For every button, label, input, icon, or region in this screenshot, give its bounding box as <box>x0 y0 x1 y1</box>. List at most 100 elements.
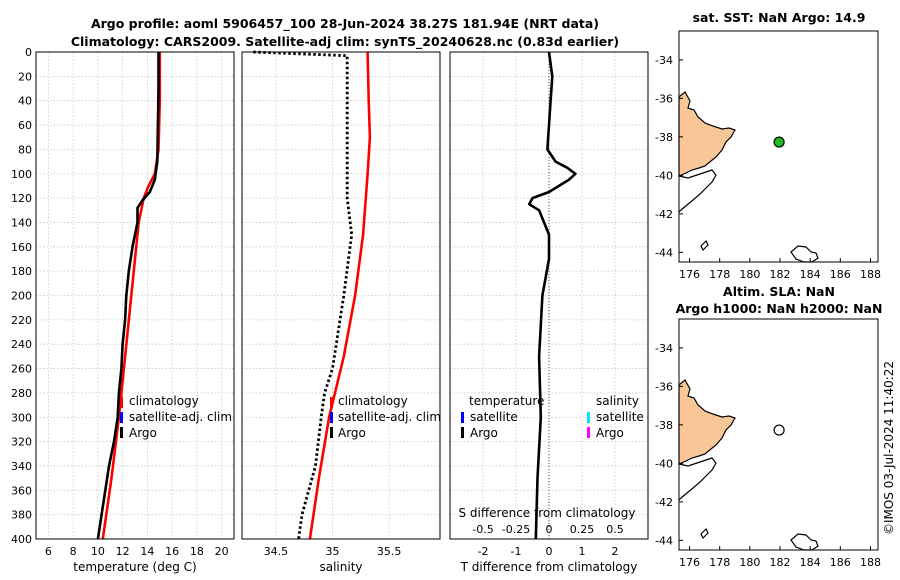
x2-tick-label: 0.5 <box>606 523 624 536</box>
salinity-legend: climatology satellite-adj. clim Argo <box>330 394 441 440</box>
salinity-panel: 34.5 35 35.5 salinity climatology satellit… <box>242 52 441 574</box>
legend-climatology: climatology <box>129 394 199 408</box>
lat-tick-label: -34 <box>655 54 673 67</box>
lon-tick-label: 188 <box>860 556 881 569</box>
coastline <box>679 380 818 550</box>
x-tick-label: 2 <box>612 545 619 558</box>
y-tick-label: 120 <box>11 192 32 205</box>
legend-argo: Argo <box>338 426 366 440</box>
lon-tick-label: 186 <box>830 556 851 569</box>
y-tick-label: 320 <box>11 436 32 449</box>
legend-swatch-t-satellite <box>461 412 464 423</box>
map-sla-title-2: Argo h1000: NaN h2000: NaN <box>676 301 883 316</box>
legend-swatch-s-argo <box>587 427 590 438</box>
legend-swatch-climatology <box>330 397 333 408</box>
y-tick-label: 400 <box>11 533 32 546</box>
y-tick-label: 300 <box>11 411 32 424</box>
x-tick-label: 1 <box>579 545 586 558</box>
x-tick-label: 34.5 <box>264 545 289 558</box>
lat-tick-label: -42 <box>655 496 673 509</box>
legend-t-satellite: satellite <box>470 410 518 424</box>
y-tick-label: 60 <box>18 119 32 132</box>
lat-tick-label: -44 <box>655 246 673 259</box>
argo-position-marker <box>774 137 784 147</box>
lat-tick-label: -40 <box>655 457 673 470</box>
lon-tick-label: 186 <box>830 268 851 281</box>
y-tick-label: 280 <box>11 387 32 400</box>
y-tick-label: 160 <box>11 241 32 254</box>
legend-salinity-title: salinity <box>596 394 639 408</box>
x2-tick-label: 0.25 <box>570 523 595 536</box>
legend-satellite: satellite-adj. clim <box>338 410 441 424</box>
x2-tick-label: -0.25 <box>502 523 530 536</box>
lat-tick-label: -42 <box>655 208 673 221</box>
legend-s-argo: Argo <box>596 426 624 440</box>
lat-tick-label: -40 <box>655 169 673 182</box>
map-sla-panel: -34 -36 -38 -40 -42 -44 176 178 180 182 184 186 188 <box>655 319 881 569</box>
lat-tick-label: -34 <box>655 342 673 355</box>
x-tick-label: 8 <box>70 545 77 558</box>
x-tick-label: 10 <box>91 545 105 558</box>
difference-xlabel: T difference from climatology <box>460 560 638 574</box>
legend-swatch-argo <box>330 427 333 438</box>
x2-tick-label: 0 <box>546 523 553 536</box>
lon-tick-label: 176 <box>679 268 700 281</box>
legend-swatch-satellite <box>330 412 333 423</box>
x-tick-label: 14 <box>140 545 154 558</box>
title-line-2: Climatology: CARS2009. Satellite-adj cli… <box>71 34 619 50</box>
legend-swatch-t-argo <box>461 427 464 438</box>
lon-tick-label: 180 <box>739 268 760 281</box>
legend-swatch-climatology <box>120 397 123 408</box>
lon-tick-label: 188 <box>860 268 881 281</box>
lon-tick-label: 178 <box>709 556 730 569</box>
temperature-legend: climatology satellite-adj. clim Argo <box>120 394 232 440</box>
lon-tick-label: 176 <box>679 556 700 569</box>
y-tick-label: 20 <box>18 70 32 83</box>
lat-tick-label: -38 <box>655 419 673 432</box>
x-tick-label: -2 <box>478 545 489 558</box>
salinity-xlabel: salinity <box>319 560 362 574</box>
y-tick-label: 340 <box>11 460 32 473</box>
y-tick-label: 40 <box>18 95 32 108</box>
y-tick-label: 360 <box>11 484 32 497</box>
legend-swatch-satellite <box>120 412 123 423</box>
difference-panel: -2 -1 0 1 2 T difference from climatology S … <box>450 52 648 574</box>
legend-satellite: satellite-adj. clim <box>129 410 232 424</box>
y-tick-label: 200 <box>11 290 32 303</box>
y-tick-label: 140 <box>11 216 32 229</box>
x-tick-label: 35.5 <box>377 545 402 558</box>
y-tick-label: 240 <box>11 338 32 351</box>
y-tick-label: 0 <box>25 46 32 59</box>
y-tick-label: 180 <box>11 265 32 278</box>
legend-swatch-argo <box>120 427 123 438</box>
x-tick-label: 0 <box>546 545 553 558</box>
x-tick-label: 6 <box>45 545 52 558</box>
map-sst-panel: -34 -36 -38 -40 -42 -44 176 178 180 182 184 186 188 <box>655 31 881 281</box>
y-tick-label: 80 <box>18 143 32 156</box>
lon-tick-label: 178 <box>709 268 730 281</box>
x-tick-label: 35 <box>326 545 340 558</box>
figure: Argo profile: aoml 5906457_100 28-Jun-20… <box>0 0 900 580</box>
x-tick-label: 18 <box>190 545 204 558</box>
lon-tick-label: 180 <box>739 556 760 569</box>
map-sla-title-1: Altim. SLA: NaN <box>723 284 835 299</box>
y-tick-label: 220 <box>11 314 32 327</box>
imos-credit: ©IMOS 03-Jul-2024 11:40:22 <box>882 361 896 535</box>
x-tick-label: 20 <box>215 545 229 558</box>
lat-tick-label: -36 <box>655 92 673 105</box>
argo-position-marker <box>774 425 784 435</box>
difference-x2label: S difference from climatology <box>459 506 636 520</box>
title-line-1: Argo profile: aoml 5906457_100 28-Jun-20… <box>91 16 599 32</box>
legend-swatch-s-satellite <box>587 412 590 423</box>
map-sst-title: sat. SST: NaN Argo: 14.9 <box>693 10 866 25</box>
legend-climatology: climatology <box>338 394 408 408</box>
lat-tick-label: -38 <box>655 131 673 144</box>
x-tick-label: 16 <box>165 545 179 558</box>
y-tick-label: 100 <box>11 168 32 181</box>
coastline <box>679 92 818 262</box>
lon-tick-label: 184 <box>800 556 821 569</box>
lat-tick-label: -44 <box>655 534 673 547</box>
series-line-climatology <box>310 52 370 539</box>
temperature-panel: 0 20 40 60 80 100 120 140 160 180 200 220 240 260 280 3… <box>11 46 234 574</box>
y-tick-label: 260 <box>11 363 32 376</box>
